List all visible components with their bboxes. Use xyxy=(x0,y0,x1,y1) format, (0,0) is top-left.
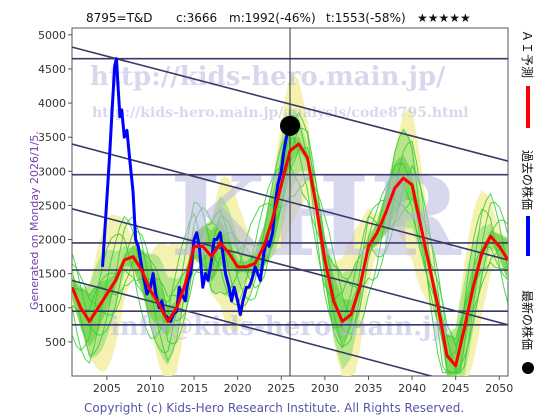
y-tick-label: 1000 xyxy=(38,302,66,315)
y-tick-label: 2000 xyxy=(38,234,66,247)
watermark-url-sub: http://kids-hero.main.jp/analysis/code87… xyxy=(92,105,469,121)
x-tick-label: 2035 xyxy=(354,382,382,395)
y-tick-label: 3000 xyxy=(38,165,66,178)
header-code: 8795=T&D xyxy=(86,11,153,25)
x-tick-label: 2015 xyxy=(180,382,208,395)
x-tick-label: 2045 xyxy=(442,382,470,395)
watermark-email: info@kids-hero.main.jp xyxy=(110,312,450,342)
copyright: Copyright (c) Kids-Hero Research Institu… xyxy=(84,401,464,415)
latest-price-marker xyxy=(280,115,300,136)
y-tick-label: 4000 xyxy=(38,97,66,110)
y-tick-label: 4500 xyxy=(38,63,66,76)
legend-latest-swatch xyxy=(522,362,534,374)
x-tick-label: 2025 xyxy=(267,382,295,395)
x-tick-label: 2040 xyxy=(398,382,426,395)
x-tick-label: 2010 xyxy=(136,382,164,395)
series-layer xyxy=(72,57,508,368)
x-tick-label: 2030 xyxy=(311,382,339,395)
x-tick-label: 2050 xyxy=(485,382,513,395)
y-tick-label: 3500 xyxy=(38,131,66,144)
header-min: t:1553(-58%) xyxy=(326,11,406,25)
legend-price-label: 過去の株価 xyxy=(520,150,535,210)
y-tick-label: 5000 xyxy=(38,29,66,42)
watermark-logo: KHR xyxy=(170,152,463,281)
band-inner xyxy=(72,136,508,376)
y-tick-label: 1500 xyxy=(38,268,66,281)
series-prediction-line xyxy=(72,142,508,368)
generated-date: Generated on Monday 2026/1/5. xyxy=(28,131,41,310)
header-rating: ★★★★★ xyxy=(417,11,471,25)
header-max: m:1992(-46%) xyxy=(229,11,316,25)
x-axis: 2005 2010 2015 2020 2025 2030 2035 2040 2045 2050 xyxy=(93,376,513,395)
y-tick-label: 2500 xyxy=(38,199,66,212)
y-tick-label: 500 xyxy=(45,336,66,349)
legend-latest-label: 最新の株価 xyxy=(520,290,535,350)
x-tick-label: 2020 xyxy=(224,382,252,395)
header-current: c:3666 xyxy=(176,11,217,25)
series-price-line xyxy=(101,57,292,323)
x-tick-label: 2005 xyxy=(93,382,121,395)
y-axis: 500 1000 1500 2000 2500 3000 3500 4000 4500 5000 xyxy=(38,29,72,349)
trend-channels xyxy=(72,28,508,376)
legend-prediction-label: ＡＩ予測 xyxy=(520,30,534,78)
